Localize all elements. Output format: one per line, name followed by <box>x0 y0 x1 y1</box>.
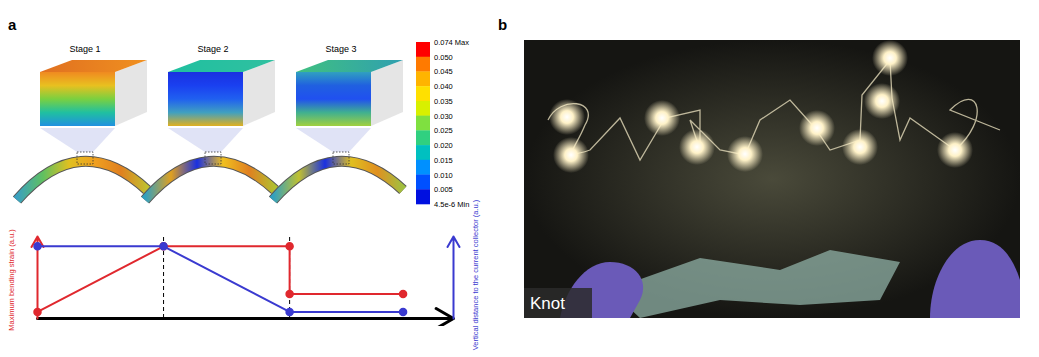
svg-text:Stage 2: Stage 2 <box>197 44 228 54</box>
svg-text:Stage 3: Stage 3 <box>325 44 356 54</box>
svg-text:0.045: 0.045 <box>434 67 453 76</box>
svg-text:Vertical distance to the curre: Vertical distance to the current collect… <box>471 199 480 350</box>
svg-text:4.5e-6 Min: 4.5e-6 Min <box>434 200 469 209</box>
svg-text:0.025: 0.025 <box>434 126 453 135</box>
svg-text:Maximum bending strain (a.u.): Maximum bending strain (a.u.) <box>7 229 16 331</box>
svg-text:b: b <box>498 16 507 33</box>
svg-text:0.010: 0.010 <box>434 171 453 180</box>
svg-text:0.030: 0.030 <box>434 112 453 121</box>
svg-text:0.020: 0.020 <box>434 141 453 150</box>
svg-text:0.050: 0.050 <box>434 53 453 62</box>
svg-text:a: a <box>8 16 17 33</box>
svg-text:0.040: 0.040 <box>434 82 453 91</box>
svg-text:0.015: 0.015 <box>434 156 453 165</box>
svg-text:Knot: Knot <box>530 294 565 313</box>
svg-text:0.005: 0.005 <box>434 185 453 194</box>
svg-text:0.035: 0.035 <box>434 97 453 106</box>
svg-text:0.074 Max: 0.074 Max <box>434 38 469 47</box>
svg-text:Stage 1: Stage 1 <box>69 44 100 54</box>
